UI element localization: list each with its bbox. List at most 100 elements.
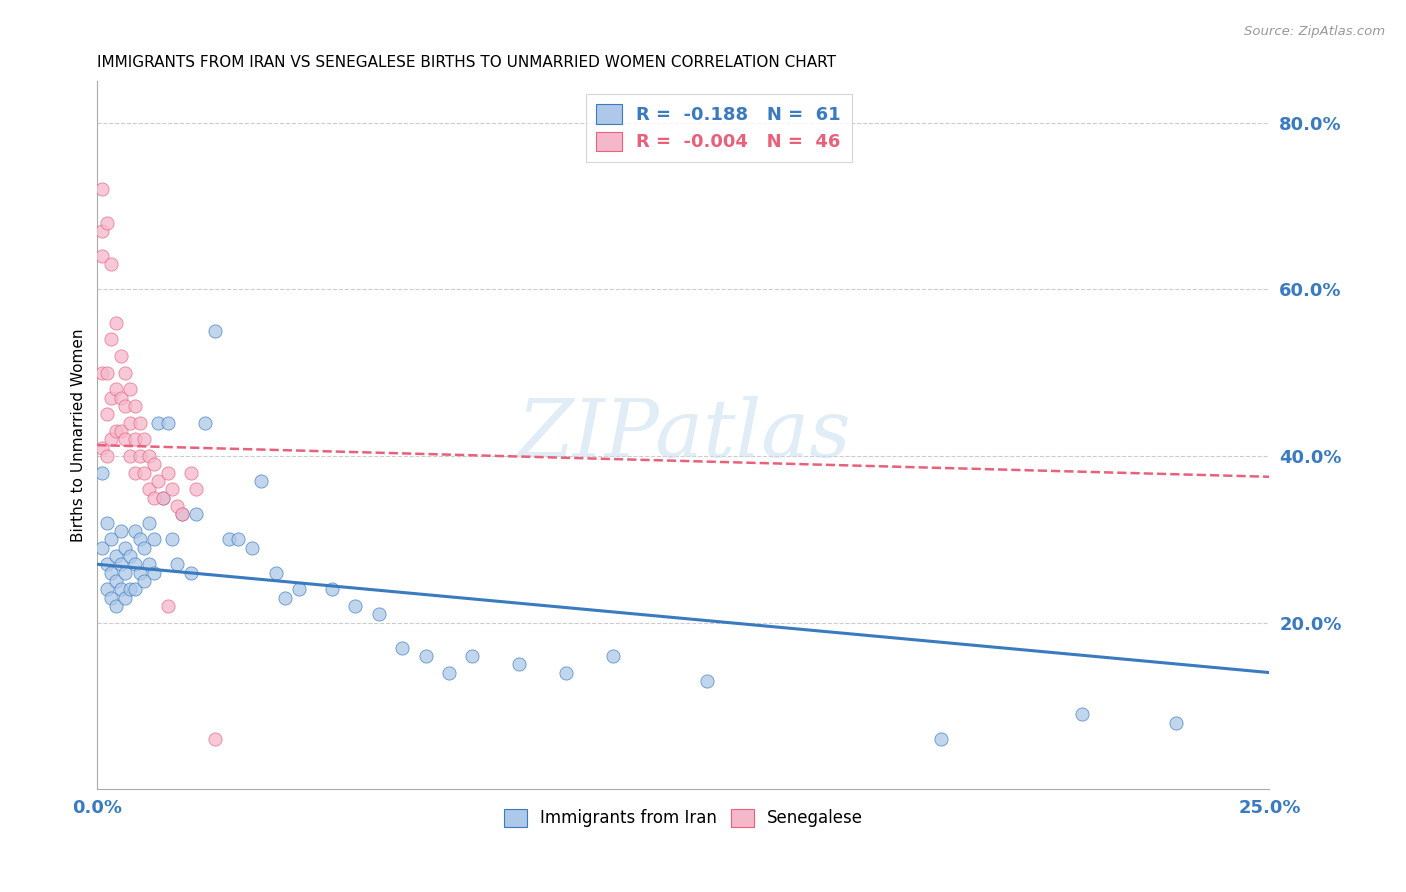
Point: [120, 382, 142, 396]
Point: [120, 582, 142, 597]
Point: [138, 516, 160, 530]
Point: [134, 574, 156, 588]
Point: [105, 316, 128, 330]
Point: [105, 549, 128, 563]
Point: [134, 541, 156, 555]
Point: [1070, 707, 1092, 722]
Point: [250, 474, 273, 488]
Text: IMMIGRANTS FROM IRAN VS SENEGALESE BIRTHS TO UNMARRIED WOMEN CORRELATION CHART: IMMIGRANTS FROM IRAN VS SENEGALESE BIRTH…: [97, 55, 837, 70]
Point: [142, 533, 165, 547]
Point: [105, 424, 128, 438]
Point: [929, 732, 952, 747]
Point: [96, 558, 118, 572]
Point: [96, 516, 118, 530]
Point: [110, 524, 132, 538]
Point: [100, 591, 122, 605]
Legend: Immigrants from Iran, Senegalese: Immigrants from Iran, Senegalese: [496, 802, 870, 834]
Point: [96, 216, 118, 230]
Point: [162, 483, 184, 497]
Point: [124, 582, 146, 597]
Point: [114, 566, 136, 580]
Point: [1164, 715, 1187, 730]
Point: [128, 449, 150, 463]
Point: [602, 648, 624, 663]
Point: [110, 582, 132, 597]
Point: [114, 432, 136, 446]
Point: [194, 416, 217, 430]
Point: [120, 449, 142, 463]
Point: [696, 673, 718, 688]
Point: [288, 582, 311, 597]
Point: [156, 466, 179, 480]
Point: [128, 566, 150, 580]
Point: [391, 640, 413, 655]
Point: [114, 591, 136, 605]
Point: [114, 541, 136, 555]
Point: [100, 533, 122, 547]
Point: [184, 508, 207, 522]
Point: [321, 582, 343, 597]
Point: [124, 558, 146, 572]
Point: [204, 324, 226, 338]
Point: [508, 657, 530, 672]
Point: [134, 432, 156, 446]
Point: [204, 732, 226, 747]
Point: [91, 441, 114, 455]
Point: [152, 491, 174, 505]
Point: [100, 432, 122, 446]
Point: [461, 648, 484, 663]
Point: [142, 457, 165, 471]
Point: [166, 499, 188, 513]
Point: [162, 533, 184, 547]
Point: [91, 366, 114, 380]
Point: [184, 483, 207, 497]
Point: [180, 566, 202, 580]
Point: [344, 599, 367, 613]
Point: [152, 491, 174, 505]
Point: [367, 607, 389, 622]
Point: [415, 648, 437, 663]
Y-axis label: Births to Unmarried Women: Births to Unmarried Women: [72, 328, 86, 541]
Point: [100, 391, 122, 405]
Point: [91, 466, 114, 480]
Point: [124, 399, 146, 413]
Point: [156, 599, 179, 613]
Point: [128, 533, 150, 547]
Point: [218, 533, 240, 547]
Point: [105, 599, 128, 613]
Point: [96, 407, 118, 421]
Point: [124, 466, 146, 480]
Text: Source: ZipAtlas.com: Source: ZipAtlas.com: [1244, 25, 1385, 38]
Point: [105, 574, 128, 588]
Point: [138, 483, 160, 497]
Point: [148, 474, 170, 488]
Point: [142, 491, 165, 505]
Point: [124, 432, 146, 446]
Point: [437, 665, 460, 680]
Point: [105, 382, 128, 396]
Point: [100, 257, 122, 271]
Point: [555, 665, 578, 680]
Point: [100, 332, 122, 346]
Point: [114, 399, 136, 413]
Point: [138, 558, 160, 572]
Point: [148, 416, 170, 430]
Point: [170, 508, 193, 522]
Point: [180, 466, 202, 480]
Point: [124, 524, 146, 538]
Point: [91, 182, 114, 196]
Point: [96, 366, 118, 380]
Point: [91, 224, 114, 238]
Point: [114, 366, 136, 380]
Point: [166, 558, 188, 572]
Point: [96, 449, 118, 463]
Text: ZIPatlas: ZIPatlas: [516, 396, 851, 474]
Point: [100, 566, 122, 580]
Point: [120, 416, 142, 430]
Point: [110, 424, 132, 438]
Point: [110, 391, 132, 405]
Point: [138, 449, 160, 463]
Point: [274, 591, 297, 605]
Point: [264, 566, 287, 580]
Point: [134, 466, 156, 480]
